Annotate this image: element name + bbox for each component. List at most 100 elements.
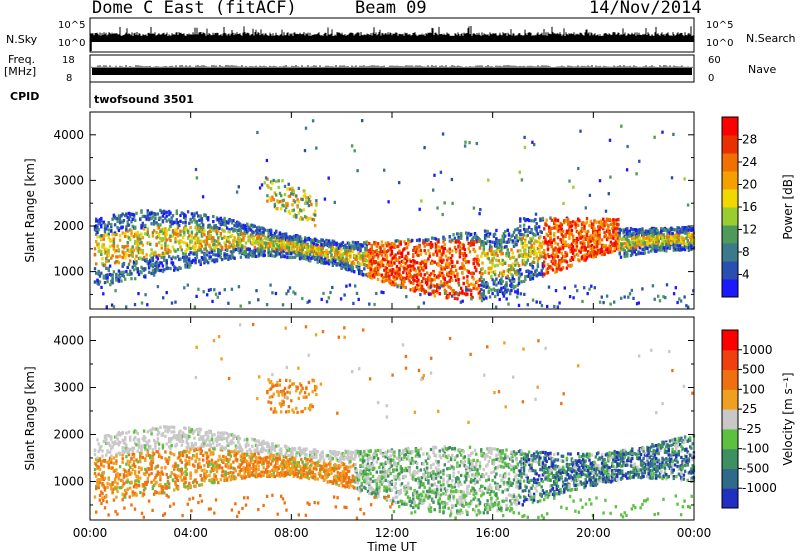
power-cell bbox=[493, 279, 497, 283]
power-cell bbox=[535, 300, 538, 304]
power-cell bbox=[141, 267, 144, 271]
power-cell bbox=[238, 241, 241, 245]
power-cell bbox=[237, 221, 240, 225]
power-cell bbox=[556, 218, 560, 222]
power-cell bbox=[483, 236, 487, 240]
power-cell bbox=[203, 247, 206, 251]
power-cell bbox=[252, 230, 255, 234]
power-cell bbox=[303, 149, 307, 153]
power-cell bbox=[179, 229, 182, 233]
power-cell bbox=[254, 239, 258, 243]
power-cell bbox=[427, 249, 430, 253]
power-cell bbox=[597, 225, 600, 229]
power-cell bbox=[190, 238, 194, 242]
power-cell bbox=[428, 286, 431, 290]
power-cell bbox=[307, 196, 311, 200]
power-cell bbox=[342, 252, 346, 256]
power-cell bbox=[121, 225, 124, 229]
power-cell bbox=[595, 220, 599, 224]
power-cell bbox=[199, 214, 202, 218]
velocity-cell bbox=[142, 488, 146, 492]
power-cell bbox=[111, 278, 114, 282]
power-cell bbox=[345, 250, 348, 254]
velocity-cell bbox=[132, 462, 136, 467]
power-cell bbox=[588, 235, 591, 239]
power-cell bbox=[213, 245, 216, 250]
power-cell bbox=[516, 239, 519, 243]
power-cell bbox=[325, 250, 328, 254]
power-cell bbox=[463, 252, 467, 256]
power-cell bbox=[546, 243, 550, 247]
power-cell bbox=[373, 242, 376, 246]
power-cell bbox=[569, 258, 572, 262]
power-cell bbox=[560, 245, 563, 249]
power-cell bbox=[140, 271, 143, 275]
power-cell bbox=[568, 236, 571, 240]
power-cell bbox=[333, 200, 336, 204]
power-cell bbox=[125, 305, 128, 309]
power-cell bbox=[424, 266, 428, 270]
power-cell bbox=[393, 255, 396, 259]
power-cell bbox=[186, 229, 190, 233]
power-cell bbox=[360, 245, 363, 249]
power-cell bbox=[676, 243, 679, 247]
power-cell bbox=[200, 250, 204, 254]
power-cell bbox=[239, 246, 243, 250]
power-cell bbox=[427, 238, 430, 242]
power-cell bbox=[519, 229, 522, 233]
power-cell bbox=[107, 248, 110, 252]
power-cell bbox=[593, 245, 596, 249]
power-cell bbox=[481, 240, 484, 244]
power-cell bbox=[302, 208, 306, 212]
power-cell bbox=[210, 248, 214, 252]
power-cell bbox=[449, 277, 453, 282]
power-cell bbox=[623, 295, 626, 299]
power-cell bbox=[587, 229, 590, 233]
power-cell bbox=[678, 230, 682, 234]
velocity-cell bbox=[134, 472, 137, 476]
power-cell bbox=[303, 240, 307, 244]
power-cell bbox=[145, 259, 148, 263]
power-cell bbox=[258, 252, 261, 256]
power-cell bbox=[564, 232, 567, 237]
power-cell bbox=[505, 245, 508, 249]
power-cell bbox=[560, 251, 563, 255]
power-cell bbox=[404, 242, 407, 246]
power-cell bbox=[301, 197, 304, 202]
power-cell bbox=[450, 294, 454, 298]
power-cell bbox=[556, 255, 560, 259]
power-cell bbox=[374, 272, 377, 277]
power-cell bbox=[481, 261, 484, 265]
power-cell bbox=[219, 223, 222, 227]
power-cell bbox=[476, 279, 479, 283]
power-cell bbox=[453, 274, 457, 278]
power-cell bbox=[293, 237, 297, 241]
power-cell bbox=[248, 248, 251, 252]
power-cell bbox=[626, 144, 629, 149]
power-cell bbox=[168, 227, 171, 231]
power-cell bbox=[278, 247, 282, 251]
power-cell bbox=[121, 264, 124, 268]
power-cell bbox=[130, 220, 133, 224]
power-cell bbox=[384, 275, 387, 279]
power-cell bbox=[673, 236, 677, 240]
power-cell bbox=[597, 249, 600, 253]
power-cell bbox=[100, 250, 103, 254]
power-cell bbox=[564, 240, 567, 244]
power-cell bbox=[566, 217, 570, 221]
power-cell bbox=[262, 250, 265, 254]
power-cell bbox=[560, 240, 563, 244]
power-cell bbox=[487, 257, 490, 261]
power-cell bbox=[242, 238, 245, 242]
power-cell bbox=[96, 219, 99, 223]
power-cell bbox=[162, 296, 165, 300]
power-cell bbox=[604, 209, 608, 213]
velocity-cell bbox=[103, 488, 107, 492]
power-cell bbox=[497, 288, 501, 292]
power-cell bbox=[136, 240, 139, 244]
power-cell bbox=[493, 294, 497, 298]
power-cell bbox=[563, 254, 566, 258]
power-cell bbox=[458, 251, 462, 255]
power-cell bbox=[241, 244, 244, 248]
power-cell bbox=[672, 248, 675, 252]
